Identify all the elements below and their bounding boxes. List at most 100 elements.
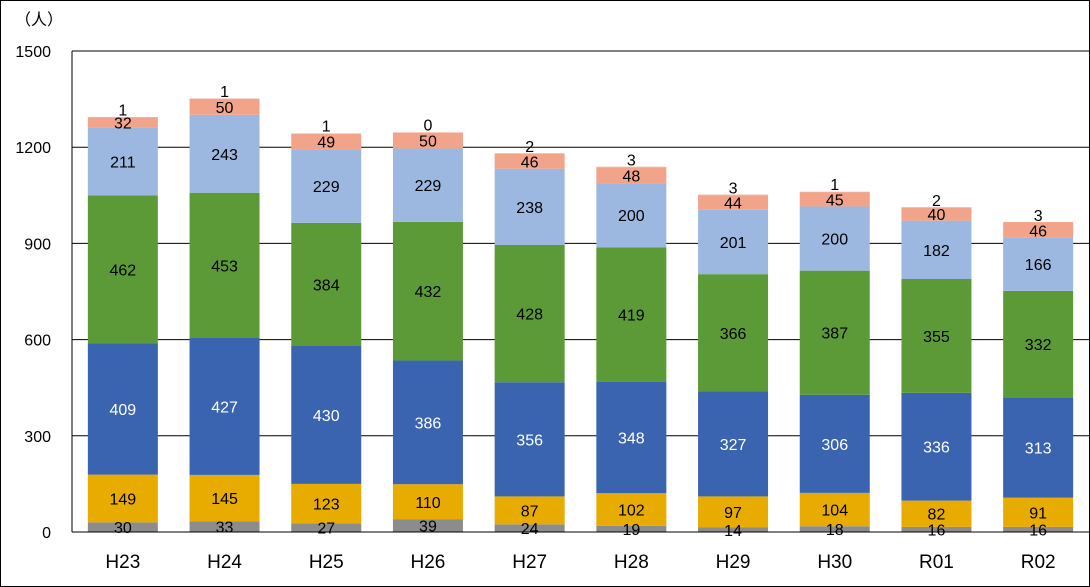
data-label: 50 [216,100,234,117]
data-label: 39 [419,519,437,536]
bar-segment [799,526,870,532]
data-label: 428 [516,307,543,324]
bar-segment [901,500,972,527]
data-label: 386 [415,415,442,432]
bar-segment [901,220,972,279]
data-label: 82 [928,507,946,524]
data-label: 211 [110,154,136,171]
bar-segment [291,483,362,524]
bar-segment [799,270,870,395]
bar-segment [189,474,260,522]
bar-segment [494,496,565,525]
bar-segment [596,247,667,382]
data-label: 166 [1025,257,1052,274]
data-label: 40 [928,207,946,224]
data-label: 2 [932,193,941,210]
bar-segment [87,474,158,523]
data-label: 24 [521,521,539,538]
data-label: 102 [618,503,645,520]
data-label: 387 [821,326,848,343]
data-label: 3 [729,181,738,198]
bar-segment [189,98,260,115]
bar-segment [291,222,362,347]
data-label: 45 [826,192,844,209]
data-label: 409 [109,402,136,419]
data-label: 356 [516,432,543,449]
data-label: 149 [109,491,136,508]
data-label: 32 [114,116,132,133]
y-tick-label: 0 [42,525,51,542]
bar-segment [291,346,362,484]
bar-segment [596,167,667,184]
data-label: 336 [923,440,950,457]
data-label: 44 [724,196,742,213]
y-tick-label: 1500 [15,44,51,61]
bar-segment [87,127,158,196]
bar-segment [1003,497,1074,527]
y-tick-label: 900 [24,236,51,253]
data-label: 87 [521,503,539,520]
data-label: 1 [830,177,839,194]
data-label: 1 [322,119,331,136]
bar-segment [799,206,870,271]
data-label: 50 [419,133,437,150]
data-label: 16 [1029,522,1047,539]
bar-segment [596,166,667,168]
bar-segment [1003,221,1074,223]
bar-segment [87,522,158,532]
data-label: 1 [220,84,229,101]
bar-segment [87,195,158,344]
x-tick-label: H23 [105,552,140,573]
bar-segment [901,526,972,532]
data-label: 48 [622,168,640,185]
bars [87,98,1074,532]
data-label: 229 [415,178,442,195]
bar-segment [901,207,972,221]
data-label: 18 [826,522,844,539]
data-label: 419 [618,307,645,324]
data-label: 3 [627,153,636,170]
y-axis-unit-label: （人） [15,10,63,29]
data-label: 2 [525,139,534,156]
x-tick-label: H27 [512,552,547,573]
data-label: 16 [928,522,946,539]
bar-segment [799,192,870,207]
bar-segment [1003,222,1074,238]
data-label: 238 [516,200,543,217]
bar-segment [494,382,565,497]
data-label: 145 [211,491,238,508]
bar-segment [392,148,463,222]
data-label: 229 [313,179,340,196]
bar-segment [87,117,158,128]
bar-segment [392,519,463,532]
data-label: 182 [923,243,950,260]
bar-segment [494,153,565,154]
bar-segment [596,381,667,494]
bar-segment [901,392,972,501]
bar-segment [392,360,463,485]
x-tick-label: H30 [817,552,852,573]
x-tick-label: H25 [309,552,344,573]
bar-segment [494,168,565,246]
x-tick-label: R01 [919,552,954,573]
data-label: 110 [415,495,441,512]
data-label: 19 [622,522,640,539]
bar-segment [698,527,769,532]
bar-segment [799,492,870,527]
bar-segment [291,133,362,150]
data-label: 453 [211,258,238,275]
data-label: 366 [720,326,747,343]
data-label: 306 [821,437,848,454]
bar-segment [291,149,362,223]
bar-segment [494,245,565,383]
bar-segment [189,337,260,475]
data-label: 348 [618,430,645,447]
data-label: 201 [720,235,747,252]
bar-segment [698,209,769,275]
data-label: 91 [1029,505,1047,522]
data-label: 1 [118,102,127,119]
bar-segment [1003,397,1074,498]
